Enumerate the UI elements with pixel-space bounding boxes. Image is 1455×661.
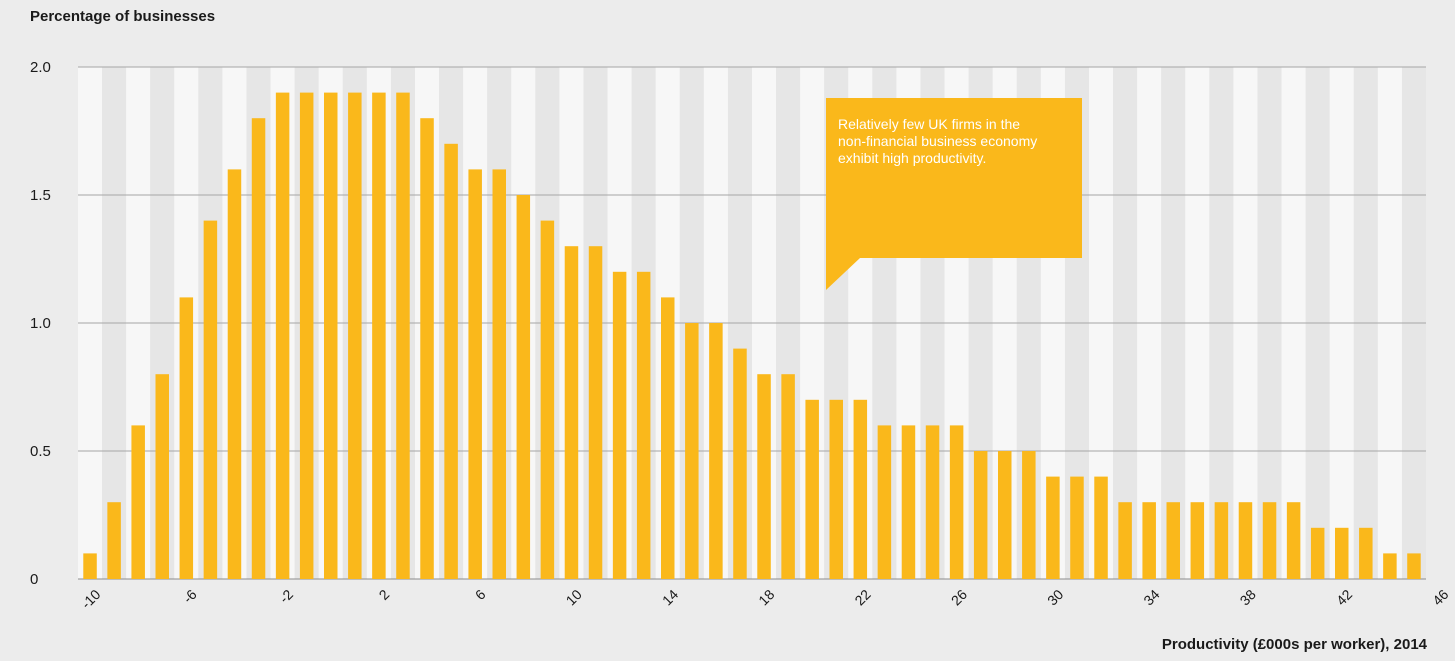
bar <box>516 195 531 579</box>
bar <box>636 271 651 579</box>
x-tick-label: 2 <box>376 586 393 603</box>
bar <box>1310 527 1325 579</box>
y-tick-labels: 0 0.5 1.0 1.5 2.0 <box>30 59 51 588</box>
bar <box>348 92 362 579</box>
bar <box>1286 502 1301 579</box>
bar <box>709 323 723 579</box>
bar <box>396 92 410 579</box>
bar <box>564 246 579 579</box>
bar <box>588 246 603 579</box>
bar <box>372 92 386 579</box>
bar <box>1142 502 1156 579</box>
bar <box>155 374 169 579</box>
y-tick-label: 1.5 <box>30 187 51 204</box>
bar <box>1166 502 1180 579</box>
bar <box>925 425 940 579</box>
bar <box>1335 527 1349 579</box>
x-tick-label: -2 <box>276 586 296 606</box>
bar <box>805 399 819 579</box>
x-tick-label: 18 <box>755 586 777 608</box>
bar <box>444 143 458 580</box>
bar <box>1383 553 1397 579</box>
bar <box>275 92 290 579</box>
x-tick-label: -10 <box>78 586 104 612</box>
x-tick-label: 22 <box>851 586 873 608</box>
bar <box>1359 527 1373 579</box>
bar <box>540 220 555 579</box>
bar <box>107 502 121 579</box>
bar <box>420 118 434 579</box>
bar <box>1214 502 1229 579</box>
bar <box>299 92 314 579</box>
bar <box>1238 502 1253 579</box>
bar <box>1407 553 1421 579</box>
bar <box>1262 502 1277 579</box>
bar <box>468 169 482 579</box>
bar <box>949 425 964 579</box>
x-tick-label: 6 <box>472 586 489 603</box>
x-axis-label: Productivity (£000s per worker), 2014 <box>1161 636 1427 653</box>
bars <box>83 92 1421 580</box>
x-tick-label: 42 <box>1333 586 1355 608</box>
y-tick-label: 1.0 <box>30 315 51 332</box>
bar <box>1070 476 1084 579</box>
y-tick-label: 0 <box>30 571 38 588</box>
x-tick-label: 38 <box>1237 586 1259 608</box>
bar <box>1046 476 1060 579</box>
x-tick-label: 46 <box>1429 586 1451 608</box>
bar <box>853 399 868 579</box>
bar <box>612 271 627 579</box>
bar <box>998 451 1012 579</box>
bar <box>829 399 843 579</box>
bar <box>179 297 194 579</box>
bar <box>1190 502 1205 579</box>
bar <box>324 92 338 579</box>
x-tick-label: 14 <box>659 586 681 608</box>
y-axis-label: Percentage of businesses <box>30 8 216 25</box>
x-tick-label: 34 <box>1140 586 1162 608</box>
annotation-callout: Relatively few UK firms in the non-finan… <box>826 98 1082 258</box>
bar <box>661 297 675 579</box>
bar <box>203 220 218 579</box>
bar <box>733 348 747 579</box>
bar <box>227 169 242 579</box>
annotation-callout-tail <box>826 258 860 290</box>
bar <box>877 425 892 579</box>
bar <box>757 374 771 579</box>
bar <box>131 425 145 579</box>
bar <box>1022 451 1036 579</box>
x-tick-label: 10 <box>563 586 585 608</box>
x-tick-label: -6 <box>180 586 200 606</box>
bar <box>1094 476 1108 579</box>
x-tick-label: 30 <box>1044 586 1066 608</box>
x-tick-labels: -10-6-2261014182226303438424650545862667… <box>78 586 1452 612</box>
bar <box>492 169 506 579</box>
bar <box>973 451 988 579</box>
bar <box>685 323 699 579</box>
y-tick-label: 0.5 <box>30 443 51 460</box>
annotation-text: Relatively few UK firms in the non-finan… <box>838 116 1038 166</box>
x-tick-label: 26 <box>948 586 970 608</box>
bar <box>901 425 916 579</box>
bar <box>251 118 266 579</box>
bar <box>781 374 795 579</box>
y-tick-label: 2.0 <box>30 59 51 76</box>
bar <box>83 553 97 579</box>
bar <box>1118 502 1132 579</box>
